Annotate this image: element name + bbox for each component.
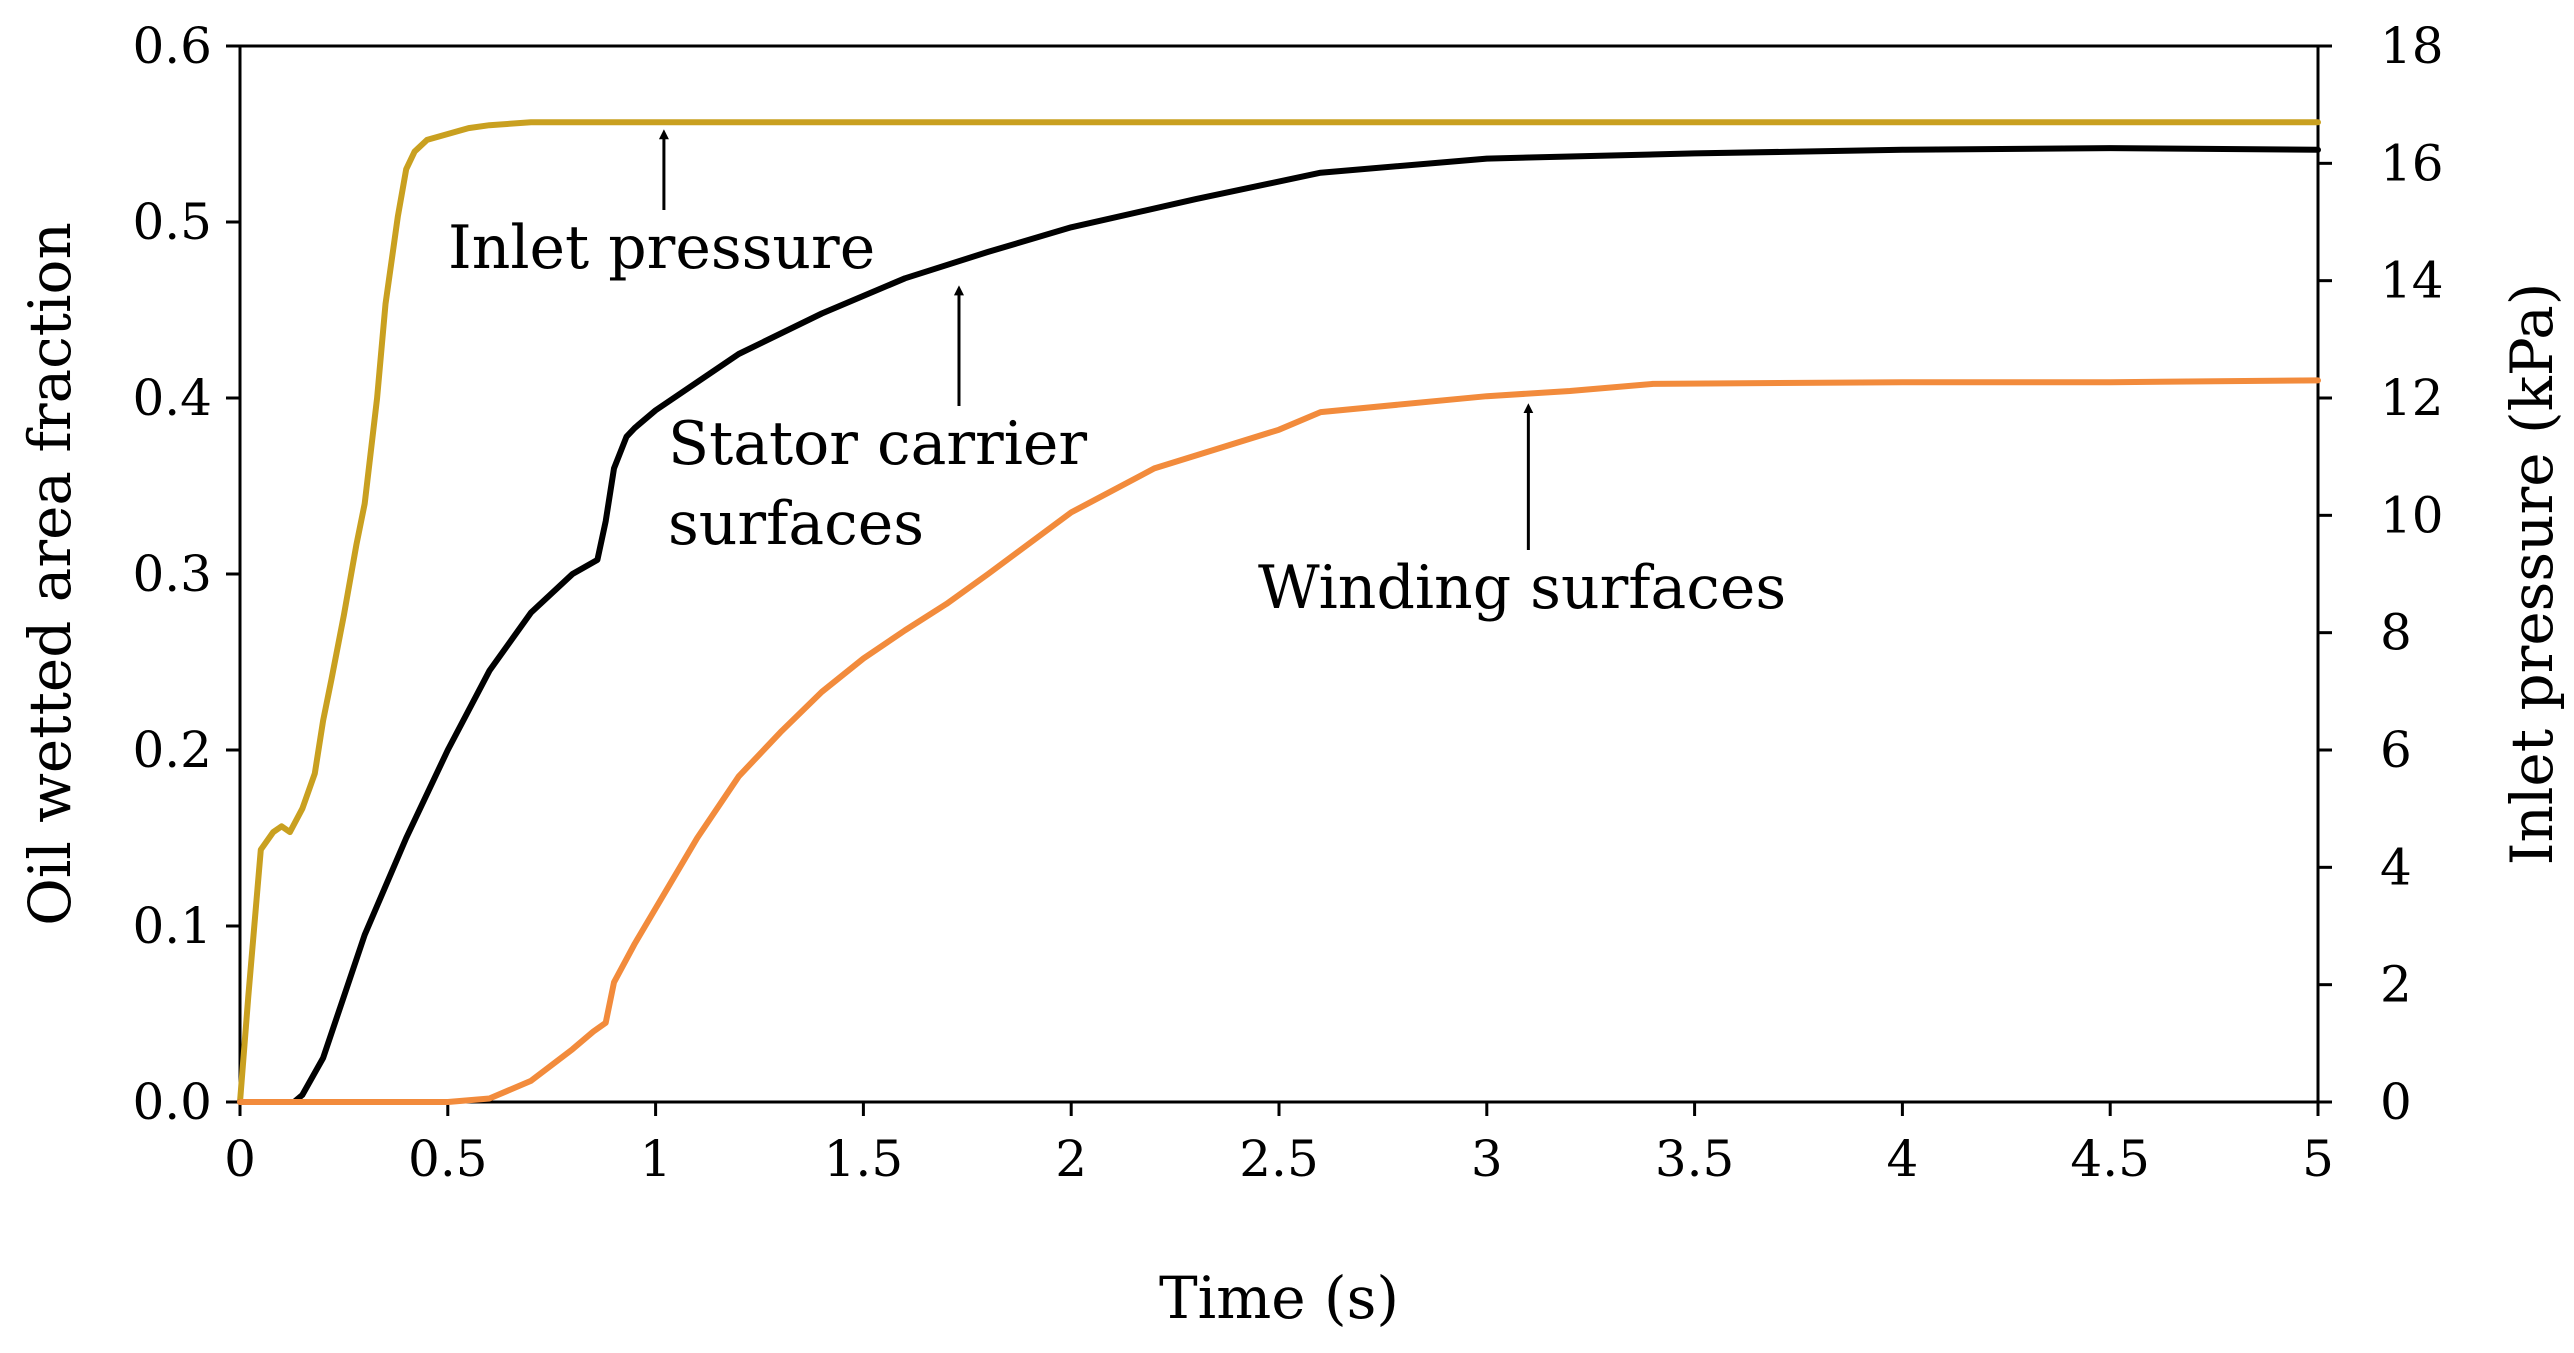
x-axis-ticks: 0 0.5 1 1.5 2 2.5 3 3.5 4 4.5 5 [224, 1102, 2334, 1188]
y2-tick-label: 8 [2380, 604, 2412, 662]
y2-tick-label: 0 [2380, 1073, 2412, 1131]
x-tick-label: 0.5 [408, 1130, 488, 1188]
inlet-pressure-line [237, 119, 2321, 1105]
y-tick-label: 0.2 [132, 721, 212, 779]
y2-tick-label: 2 [2380, 956, 2412, 1014]
x-tick-label: 1 [640, 1130, 672, 1188]
y2-tick-label: 12 [2380, 369, 2444, 427]
y2-tick-label: 6 [2380, 721, 2412, 779]
y-tick-label: 0.6 [132, 17, 212, 75]
annotation-label: Stator carrier [668, 409, 1087, 479]
series-layer [237, 119, 2321, 1105]
annotation-label: Inlet pressure [448, 213, 875, 283]
x-tick-label: 0 [224, 1130, 256, 1188]
y2-tick-label: 16 [2380, 134, 2444, 192]
y-axis-ticks: 0.0 0.1 0.2 0.3 0.4 0.5 0.6 [132, 17, 240, 1131]
y2-axis-title: Inlet pressure (kPa) [2498, 283, 2566, 866]
y2-axis-ticks: 0 2 4 6 8 10 12 14 16 18 [2318, 17, 2444, 1131]
y2-tick-label: 14 [2380, 252, 2444, 310]
stator-carrier-surfaces-line [237, 145, 2321, 1105]
x-axis-title: Time (s) [1159, 1264, 1399, 1332]
x-tick-label: 5 [2302, 1130, 2334, 1188]
x-tick-label: 4.5 [2070, 1130, 2150, 1188]
annotation-label: surfaces [668, 489, 924, 559]
y2-tick-label: 10 [2380, 486, 2444, 544]
y-tick-label: 0.4 [132, 369, 212, 427]
annotations: Inlet pressure Stator carrier surfaces Wind… [448, 129, 1786, 623]
x-tick-label: 3 [1471, 1130, 1503, 1188]
y2-tick-label: 4 [2380, 838, 2412, 896]
x-tick-label: 3.5 [1655, 1130, 1735, 1188]
y-tick-label: 0.0 [132, 1073, 212, 1131]
y2-tick-label: 18 [2380, 17, 2444, 75]
y-tick-label: 0.3 [132, 545, 212, 603]
annotation-label: Winding surfaces [1258, 553, 1786, 623]
x-tick-label: 2 [1055, 1130, 1087, 1188]
y-axis-title: Oil wetted area fraction [16, 222, 84, 926]
y-tick-label: 0.5 [132, 193, 212, 251]
x-tick-label: 4 [1886, 1130, 1918, 1188]
y-tick-label: 0.1 [132, 897, 212, 955]
x-tick-label: 1.5 [824, 1130, 904, 1188]
x-tick-label: 2.5 [1239, 1130, 1319, 1188]
winding-surfaces-line [237, 377, 2321, 1105]
